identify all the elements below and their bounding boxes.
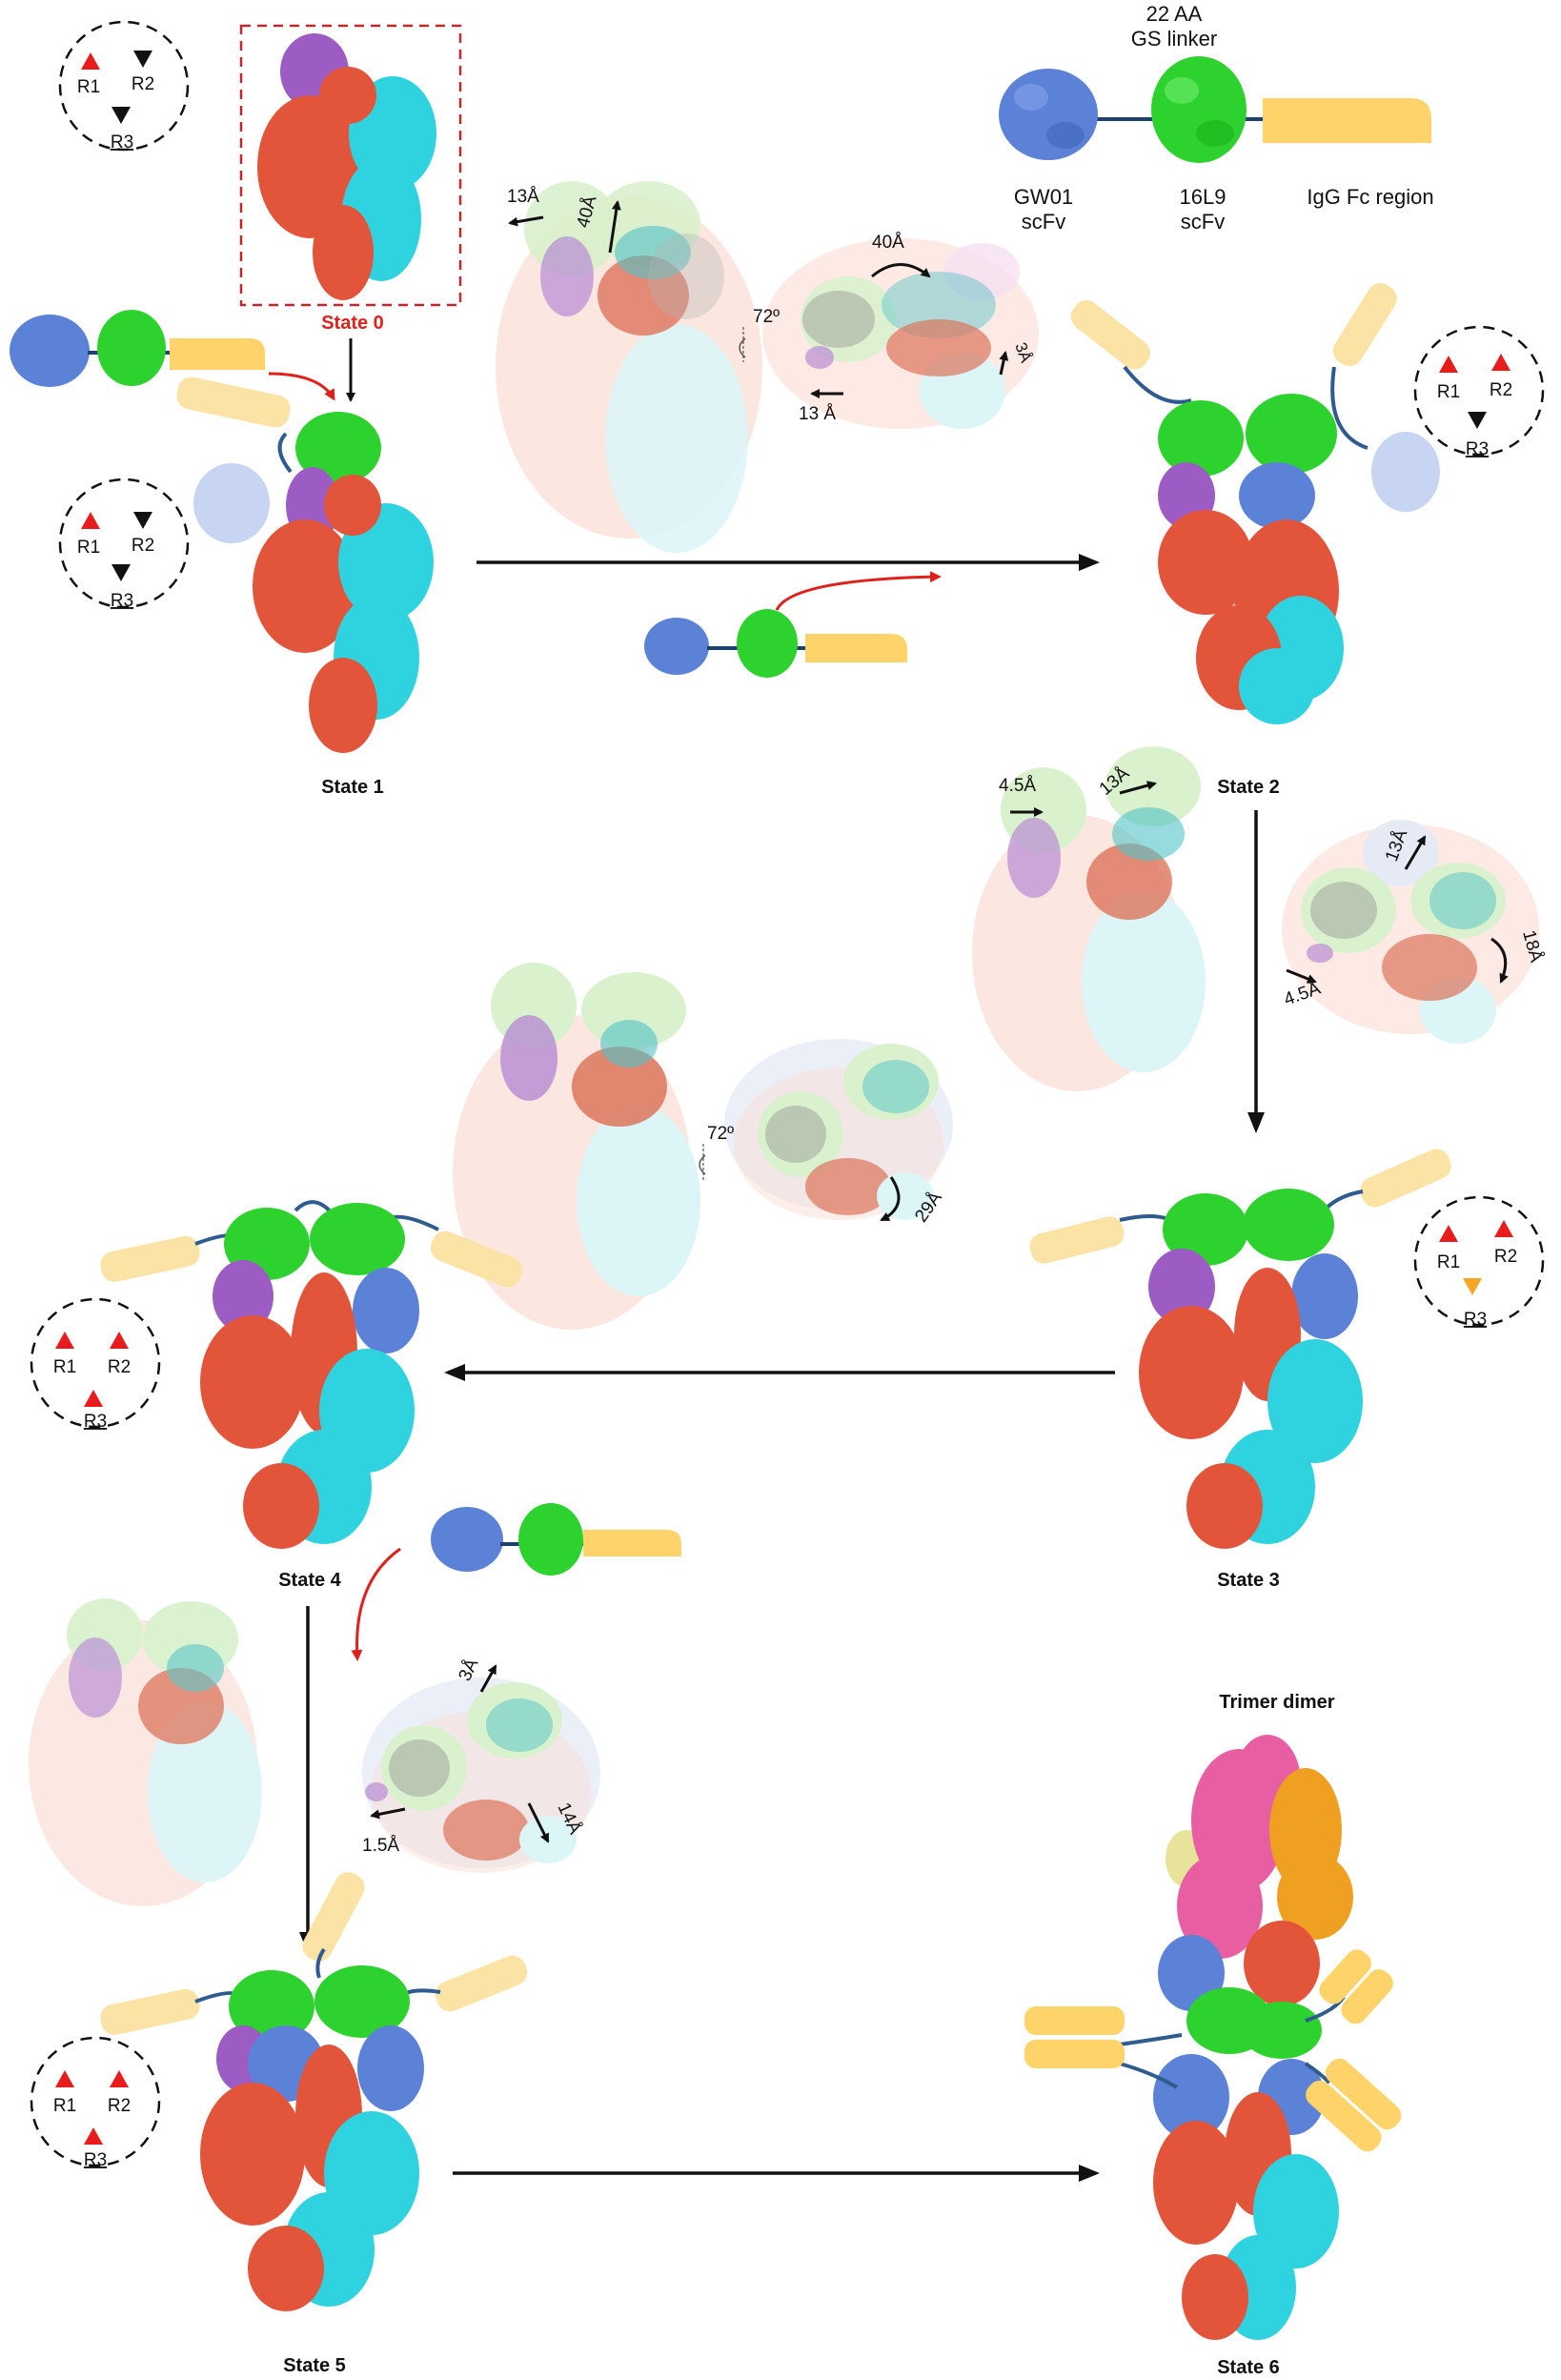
rbd-indicator-state0: R1 R2 R3 bbox=[58, 20, 190, 153]
svg-text:R2: R2 bbox=[108, 1357, 131, 1377]
trimer-dimer-label: Trimer dimer bbox=[1219, 1692, 1334, 1713]
measure-1f: 13 Å bbox=[799, 404, 836, 424]
svg-text:R2: R2 bbox=[1490, 380, 1512, 400]
transition-2-3-side-view bbox=[972, 746, 1206, 1091]
transition-4-5-side-view bbox=[29, 1598, 262, 1906]
construct-legend: 22 AA GS linker GW01 scFv 16L9 scFv IgG … bbox=[999, 2, 1434, 234]
red-binding-arrow-2 bbox=[775, 571, 942, 611]
rbd-indicator-state5: R1 R2 R3 bbox=[30, 2036, 161, 2170]
rbd-indicator-state4: R1 R2 R3 bbox=[30, 1297, 161, 1432]
transition-2-3-top-view bbox=[1282, 820, 1539, 1044]
measure-arrow-2d bbox=[1490, 937, 1509, 984]
state3-label: State 3 bbox=[1217, 1570, 1280, 1591]
svg-text:R3: R3 bbox=[111, 132, 133, 153]
state0-label: State 0 bbox=[321, 313, 384, 334]
state4-spike-protein bbox=[100, 1200, 523, 1549]
svg-text:R3: R3 bbox=[1466, 439, 1489, 459]
linker-label-line1: 22 AA bbox=[1146, 2, 1203, 26]
svg-text:R1: R1 bbox=[53, 1357, 76, 1377]
fc-dimer-lower-right bbox=[1306, 2058, 1402, 2152]
svg-text:R1: R1 bbox=[53, 2096, 76, 2116]
measure-arrow-3b bbox=[880, 1176, 901, 1222]
svg-text:R3: R3 bbox=[84, 1412, 107, 1432]
measure-arrow-2e bbox=[1286, 968, 1317, 984]
measure-1c: 72º bbox=[753, 307, 780, 327]
svg-text:R2: R2 bbox=[108, 2096, 131, 2116]
rbd-indicator-state3: R1 R2 R3 bbox=[1413, 1195, 1545, 1330]
measure-arrow-2c bbox=[1404, 835, 1427, 870]
gw01-label-line1: GW01 bbox=[1014, 185, 1073, 209]
gw01-label-line2: scFv bbox=[1022, 210, 1065, 234]
bispecific-antibody-state5-entry bbox=[431, 1503, 681, 1576]
measure-arrow-1d bbox=[871, 263, 931, 278]
state0-highlight-box bbox=[239, 24, 462, 307]
transition-3-4-side-view bbox=[453, 963, 700, 1330]
fc-region-block bbox=[1263, 98, 1431, 143]
svg-text:R2: R2 bbox=[1494, 1247, 1517, 1267]
state3-spike-protein bbox=[1029, 1149, 1451, 1549]
measure-arrow-4c bbox=[527, 1802, 550, 1843]
16l9-scfv-blob bbox=[1151, 56, 1247, 163]
measure-arrow-4a bbox=[479, 1664, 497, 1693]
svg-text:R3: R3 bbox=[111, 591, 133, 611]
measure-1a: 13Å bbox=[507, 187, 539, 207]
measure-arrow-2b bbox=[1119, 781, 1157, 795]
rotation-glyph-2 bbox=[699, 1154, 706, 1175]
measure-2e: 4.5Å bbox=[1282, 978, 1324, 1009]
gw01-scfv-blob bbox=[999, 69, 1098, 160]
transition-1-2-side-view bbox=[496, 181, 762, 553]
svg-text:R1: R1 bbox=[77, 538, 100, 558]
transition-4-5-top-view bbox=[362, 1678, 600, 1873]
state2-spike-protein bbox=[1070, 283, 1440, 724]
fc-label: IgG Fc region bbox=[1307, 185, 1433, 209]
transition-3-4-top-view bbox=[724, 1039, 953, 1220]
rbd-indicator-state2: R1 R2 R3 bbox=[1413, 325, 1545, 459]
svg-text:R1: R1 bbox=[1437, 1252, 1460, 1272]
rbd-indicator-state1: R1 R2 R3 bbox=[58, 478, 190, 611]
state5-spike-protein bbox=[100, 1872, 528, 2311]
bispecific-antibody-state2-entry bbox=[644, 609, 907, 678]
measure-3a: 72º bbox=[707, 1124, 734, 1144]
svg-text:R1: R1 bbox=[1437, 382, 1460, 402]
fc-dimer-upper-right bbox=[1319, 1949, 1393, 2024]
red-binding-arrow-1 bbox=[268, 372, 335, 401]
svg-text:R3: R3 bbox=[84, 2150, 107, 2170]
svg-text:R3: R3 bbox=[1464, 1310, 1487, 1330]
16l9-label-line2: scFv bbox=[1181, 210, 1225, 234]
svg-text:R2: R2 bbox=[132, 536, 154, 556]
state0-spike-protein bbox=[257, 33, 436, 300]
state6-trimer-dimer bbox=[1024, 1735, 1402, 2340]
svg-text:R1: R1 bbox=[77, 77, 100, 97]
bispecific-antibody-state1-entry bbox=[10, 310, 265, 387]
red-binding-arrow-3 bbox=[351, 1547, 401, 1661]
state6-label: State 6 bbox=[1217, 2357, 1280, 2378]
measure-arrow-1e bbox=[999, 351, 1009, 376]
state4-label: State 4 bbox=[278, 1570, 341, 1591]
measure-2a: 4.5Å bbox=[999, 776, 1036, 796]
linker-label-line2: GS linker bbox=[1131, 27, 1217, 51]
measure-arrow-4b bbox=[370, 1807, 406, 1820]
measure-1d: 40Å bbox=[872, 233, 904, 253]
16l9-label-line1: 16L9 bbox=[1180, 185, 1226, 209]
state1-label: State 1 bbox=[321, 777, 384, 798]
transition-1-2-top-view bbox=[762, 238, 1039, 429]
fc-dimer-left bbox=[1024, 2006, 1125, 2068]
svg-text:R2: R2 bbox=[132, 74, 154, 94]
state1-spike-protein bbox=[176, 376, 434, 753]
measure-4b: 1.5Å bbox=[362, 1836, 399, 1856]
measure-arrow-1b bbox=[608, 200, 621, 254]
state2-label: State 2 bbox=[1217, 777, 1280, 798]
state5-label: State 5 bbox=[283, 2355, 346, 2376]
measure-arrow-1a bbox=[508, 215, 544, 227]
